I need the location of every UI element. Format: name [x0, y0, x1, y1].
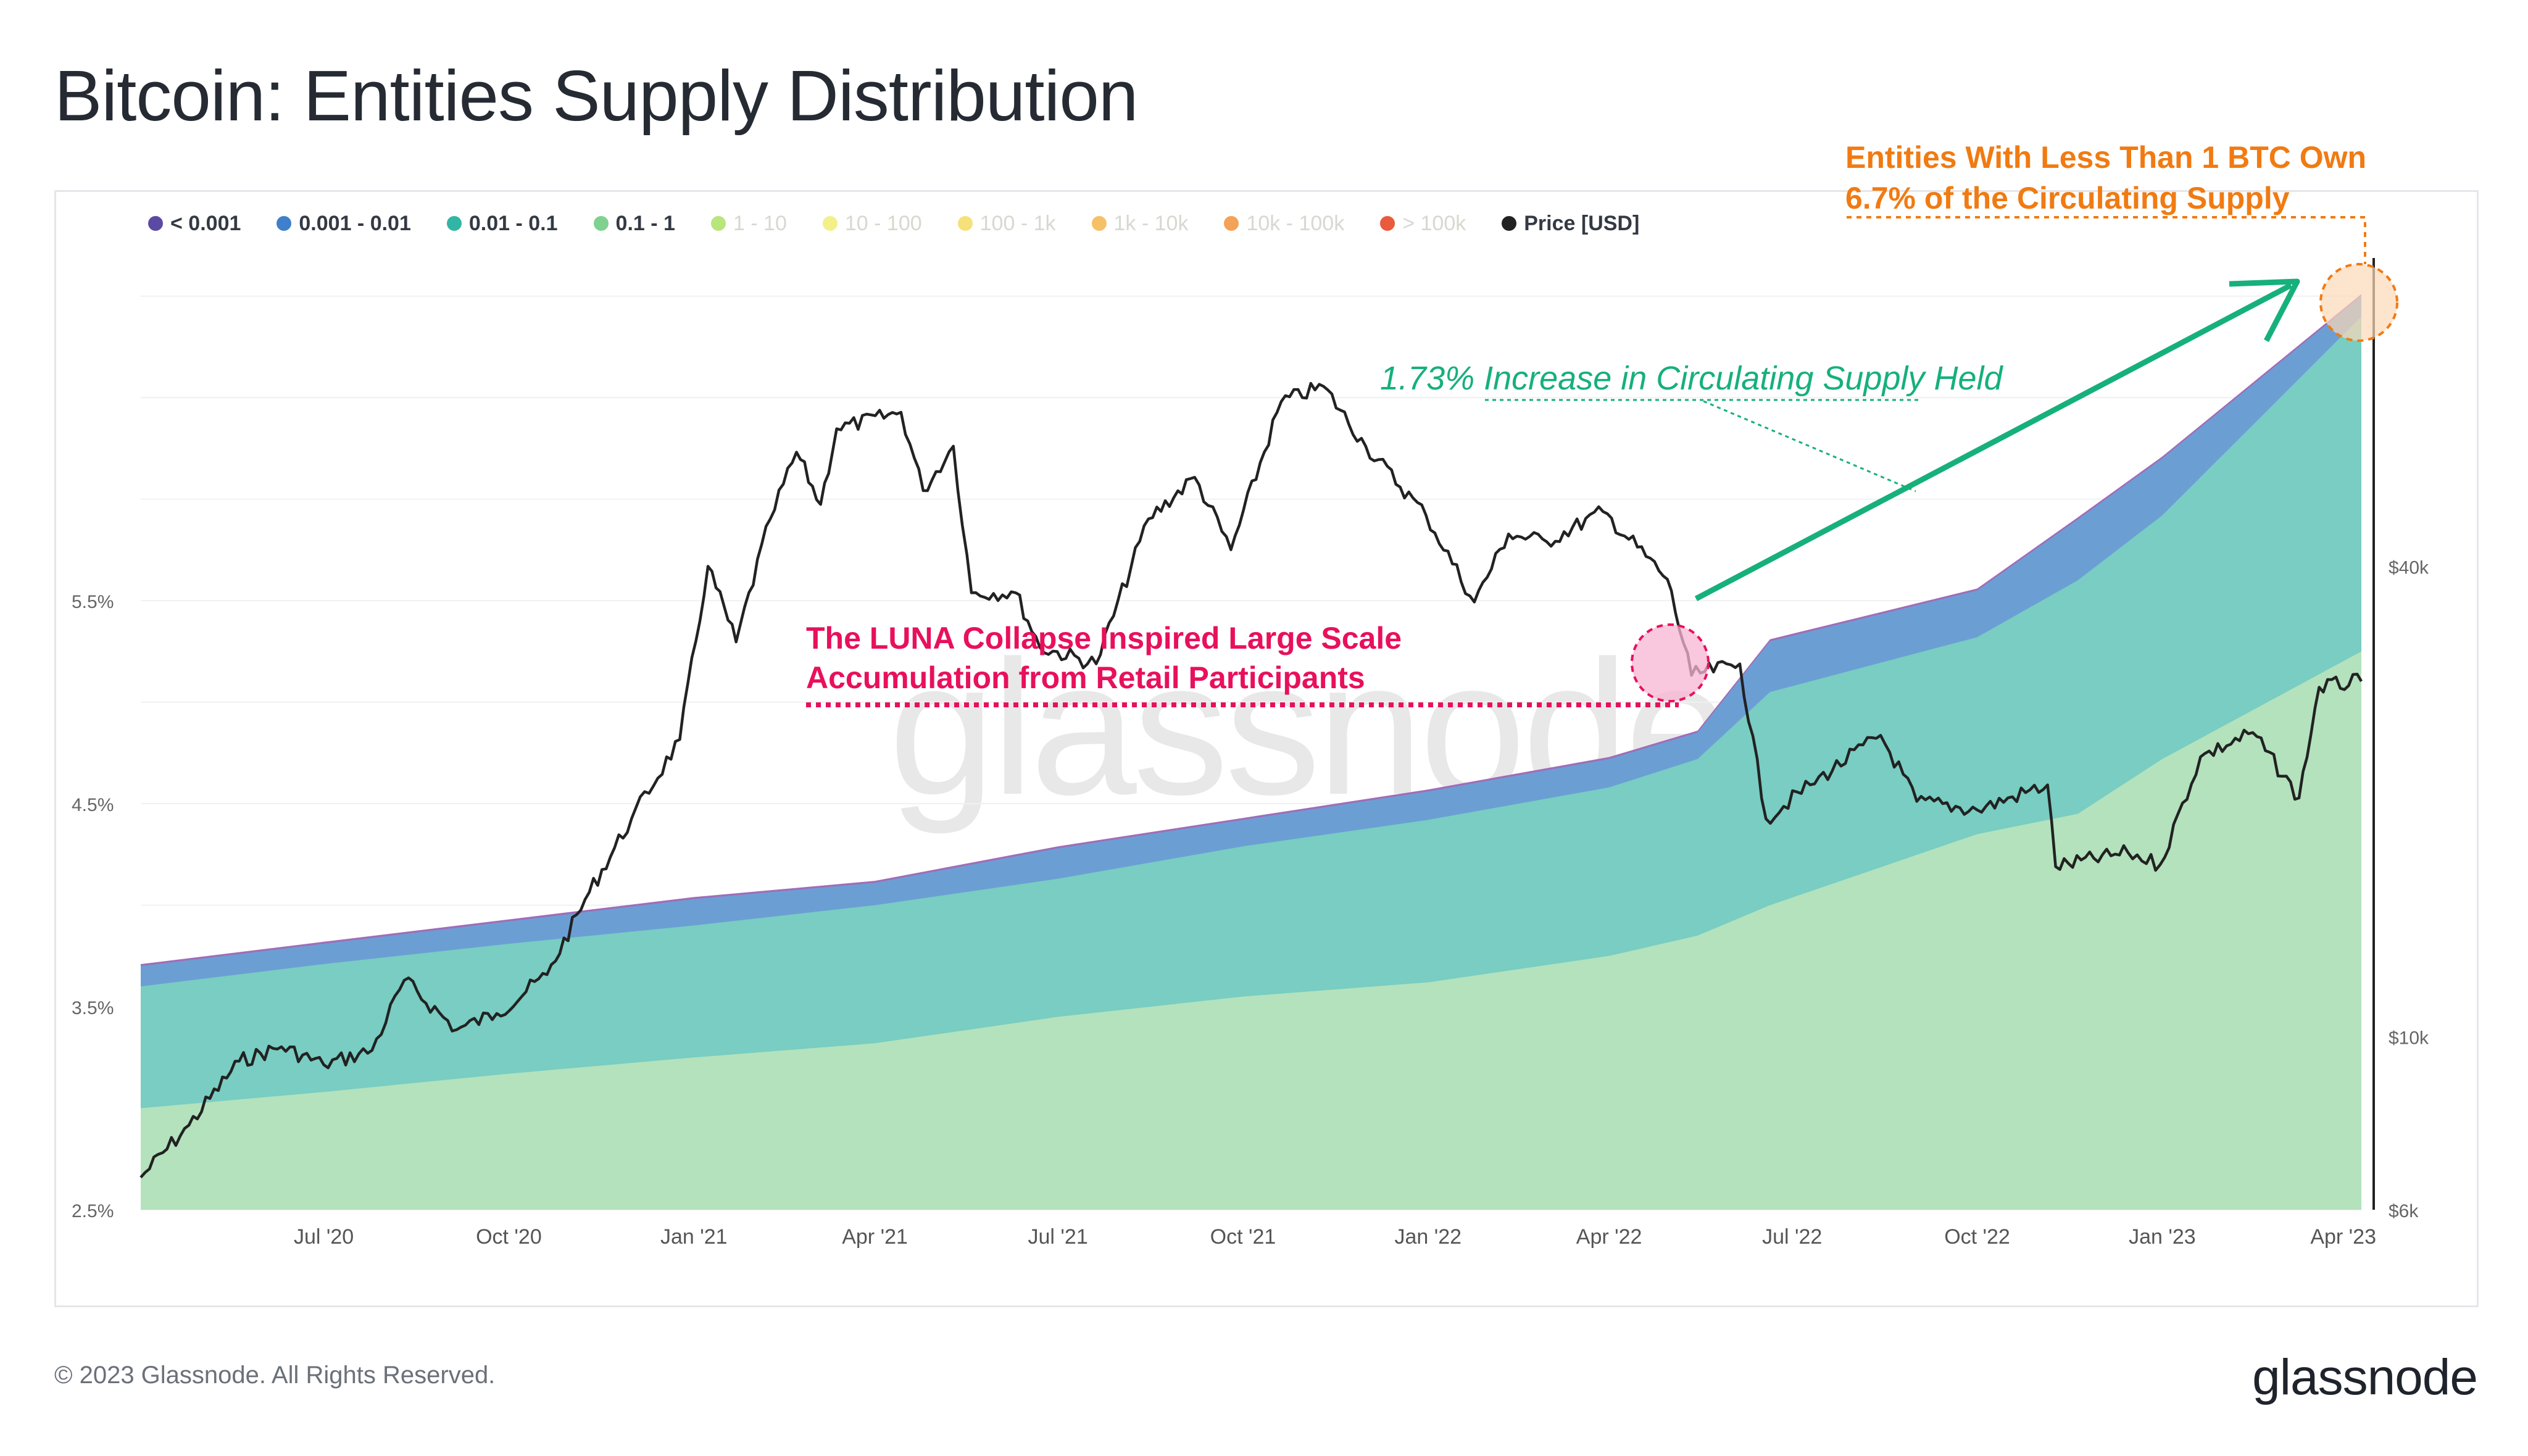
legend-item[interactable]: > 100k [1380, 212, 1466, 236]
x-tick-label: Jul '22 [1762, 1225, 1822, 1249]
price-line-group [139, 381, 2363, 1179]
legend-swatch [1502, 216, 1517, 231]
legend-swatch [446, 216, 462, 231]
x-tick-label: Apr '21 [842, 1225, 908, 1249]
legend-swatch [957, 216, 973, 231]
x-tick-label: Apr '23 [2310, 1225, 2376, 1249]
stacked-areas [141, 294, 2361, 1210]
annotation-luna: The LUNA Collapse Inspired Large Scale A… [806, 618, 1402, 697]
chart-legend: < 0.001 0.001 - 0.01 0.01 - 0.1 0.1 - 1 1 - … [148, 210, 1675, 237]
legend-item[interactable]: 1k - 10k [1091, 211, 1189, 236]
y-left-tick-label: 3.5% [72, 998, 114, 1018]
annotation-luna-line1: The LUNA Collapse Inspired Large Scale [806, 621, 1402, 655]
legend-item[interactable]: Price [USD] [1502, 212, 1639, 236]
y-left-tick-label: 4.5% [72, 795, 114, 815]
axes: Jul '20 Oct '20 Jan '21 Apr '21 Jul '21 Oct '… [72, 258, 2429, 1249]
legend-label: > 100k [1402, 211, 1466, 235]
legend-label: 0.1 - 1 [615, 211, 675, 235]
legend-swatch [1091, 216, 1107, 231]
increase-arrow-shaft [1694, 283, 2293, 601]
legend-label: 1k - 10k [1113, 211, 1189, 235]
annotation-supply-share-line2: 6.7% of the Circulating Supply [1845, 181, 2290, 215]
price-line [139, 381, 2363, 1179]
highlight-circle-orange [2319, 263, 2398, 342]
x-tick-label: Jan '23 [2129, 1225, 2196, 1249]
highlight-circle-pink [1631, 623, 1710, 702]
legend-label: 1 - 10 [733, 211, 787, 235]
legend-swatch [1380, 216, 1395, 231]
x-tick-label: Oct '22 [1944, 1225, 2010, 1249]
brand-logo: glassnode [2252, 1349, 2478, 1405]
legend-item[interactable]: 10k - 100k [1224, 212, 1344, 236]
legend-swatch [822, 216, 838, 231]
increase-arrow-head [2229, 278, 2300, 343]
annotation-marks [806, 216, 2398, 707]
x-tick-label: Jul '20 [294, 1225, 354, 1249]
area-0-1-1 [141, 651, 2361, 1210]
legend-item[interactable]: 10 - 100 [822, 211, 922, 236]
leader-line-green-diag [1703, 400, 1916, 493]
y-right-tick-label: $6k [2389, 1201, 2419, 1221]
y-right-tick-label: $10k [2389, 1028, 2429, 1048]
y-right-tick-label: $40k [2389, 558, 2429, 578]
leader-line-orange [1847, 216, 2366, 264]
x-tick-label: Oct '21 [1210, 1225, 1276, 1249]
annotation-increase: 1.73% Increase in Circulating Supply Hel… [1380, 360, 2003, 397]
annotation-supply-share-line1: Entities With Less Than 1 BTC Own [1845, 140, 2367, 175]
page-title: Bitcoin: Entities Supply Distribution [54, 56, 1138, 136]
legend-swatch [710, 216, 726, 231]
legend-swatch [276, 216, 292, 231]
legend-item[interactable]: 0.001 - 0.01 [276, 211, 411, 236]
copyright-text: © 2023 Glassnode. All Rights Reserved. [54, 1362, 496, 1389]
legend-swatch [148, 216, 163, 231]
annotation-supply-share: Entities With Less Than 1 BTC Own 6.7% o… [1845, 137, 2366, 218]
x-tick-label: Jan '22 [1395, 1225, 1462, 1249]
legend-label: Price [USD] [1524, 211, 1640, 235]
x-tick-label: Jan '21 [660, 1225, 728, 1249]
legend-item[interactable]: < 0.001 [148, 212, 241, 236]
legend-label: 0.001 - 0.01 [299, 211, 411, 235]
legend-item[interactable]: 0.01 - 0.1 [446, 211, 558, 236]
y-left-tick-label: 2.5% [72, 1201, 114, 1221]
legend-item[interactable]: 1 - 10 [710, 211, 787, 236]
legend-label: 0.01 - 0.1 [468, 211, 558, 235]
legend-label: 10k - 100k [1246, 211, 1345, 235]
legend-swatch [1224, 216, 1239, 231]
y-left-tick-label: 5.5% [72, 592, 114, 612]
annotation-luna-line2: Accumulation from Retail Participants [806, 660, 1365, 695]
x-tick-label: Apr '22 [1576, 1225, 1642, 1249]
x-tick-label: Jul '21 [1028, 1225, 1088, 1249]
x-tick-label: Oct '20 [476, 1225, 542, 1249]
legend-label: 10 - 100 [844, 211, 922, 235]
legend-label: < 0.001 [170, 211, 241, 235]
legend-item[interactable]: 100 - 1k [957, 211, 1056, 236]
legend-label: 100 - 1k [979, 211, 1056, 235]
legend-item[interactable]: 0.1 - 1 [593, 211, 675, 236]
legend-swatch [593, 216, 609, 231]
